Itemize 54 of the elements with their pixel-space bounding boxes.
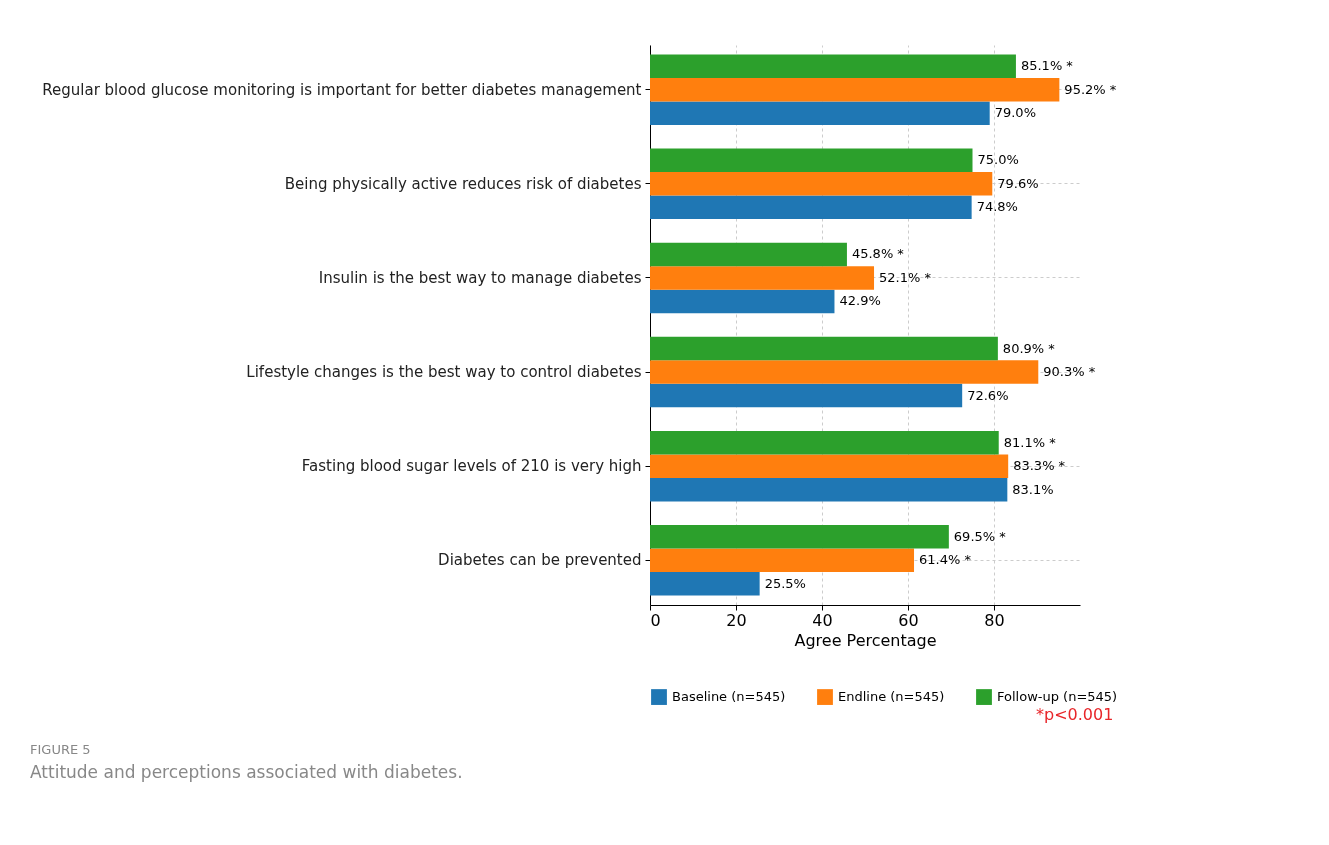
- caption: FIGURE 5: [30, 742, 91, 757]
- x-axis-title: Agree Percentage: [794, 630, 937, 650]
- bar: [650, 525, 949, 549]
- legend-label: Follow-up (n=545): [997, 689, 1118, 705]
- bar: [650, 54, 1016, 78]
- x-tick-label: 0: [650, 610, 661, 630]
- data-label: 25.5%: [764, 575, 806, 591]
- y-tick-label: Lifestyle changes is the best way to control diabetes: [246, 363, 642, 382]
- data-label: 81.1% *: [1003, 434, 1057, 450]
- x-tick-label: 40: [812, 610, 833, 630]
- bar: [650, 383, 963, 408]
- data-label: 45.8% *: [851, 246, 905, 262]
- bar: [650, 336, 998, 361]
- text: *p<0.001: [1036, 705, 1114, 724]
- y-tick-label: Diabetes can be prevented: [438, 551, 642, 570]
- data-label: 83.3% *: [1013, 458, 1066, 474]
- bar: [650, 360, 1039, 384]
- bar: [650, 477, 1008, 502]
- bar: [650, 266, 875, 290]
- x-tick-label: 60: [898, 610, 919, 630]
- x-tick-label: 80: [984, 610, 1005, 630]
- bar: [650, 454, 1009, 478]
- text: Attitude and perceptions associated with diabetes.: [30, 762, 463, 782]
- bar: [650, 572, 760, 596]
- data-label: 52.1% *: [879, 269, 932, 285]
- data-label: 72.6%: [967, 387, 1009, 403]
- y-tick-label: Insulin is the best way to manage diabetes: [318, 268, 642, 287]
- data-label: 85.1% *: [1020, 58, 1074, 74]
- bar: [650, 242, 847, 267]
- legend-label: Endline (n=545): [838, 689, 945, 705]
- legend-label: Baseline (n=545): [672, 689, 786, 705]
- bar: [650, 289, 835, 314]
- bar: [650, 101, 990, 125]
- bar: [650, 548, 915, 573]
- data-label: 83.1%: [1012, 481, 1054, 497]
- bar: [650, 172, 993, 196]
- y-tick-label: Being physically active reduces risk of diabetes: [284, 174, 642, 193]
- y-tick-label: Fasting blood sugar levels of 210 is very high: [301, 457, 642, 476]
- data-label: 80.9% *: [1002, 340, 1056, 356]
- y-tick-label: Regular blood glucose monitoring is important for better diabetes management: [42, 80, 642, 99]
- data-label: 74.8%: [976, 199, 1018, 215]
- data-label: 95.2% *: [1064, 81, 1117, 97]
- x-tick-label: 20: [726, 610, 747, 630]
- bar: [650, 77, 1060, 102]
- data-label: 79.6%: [997, 175, 1039, 191]
- bar: [650, 430, 999, 455]
- bar: [650, 148, 973, 173]
- data-label: 61.4% *: [919, 552, 972, 568]
- data-label: 75.0%: [977, 152, 1019, 168]
- data-label: 42.9%: [839, 293, 881, 309]
- data-label: 79.0%: [994, 105, 1037, 121]
- bar: [650, 195, 972, 220]
- data-label: 90.3% *: [1043, 364, 1096, 380]
- data-label: 69.5% *: [953, 528, 1007, 544]
